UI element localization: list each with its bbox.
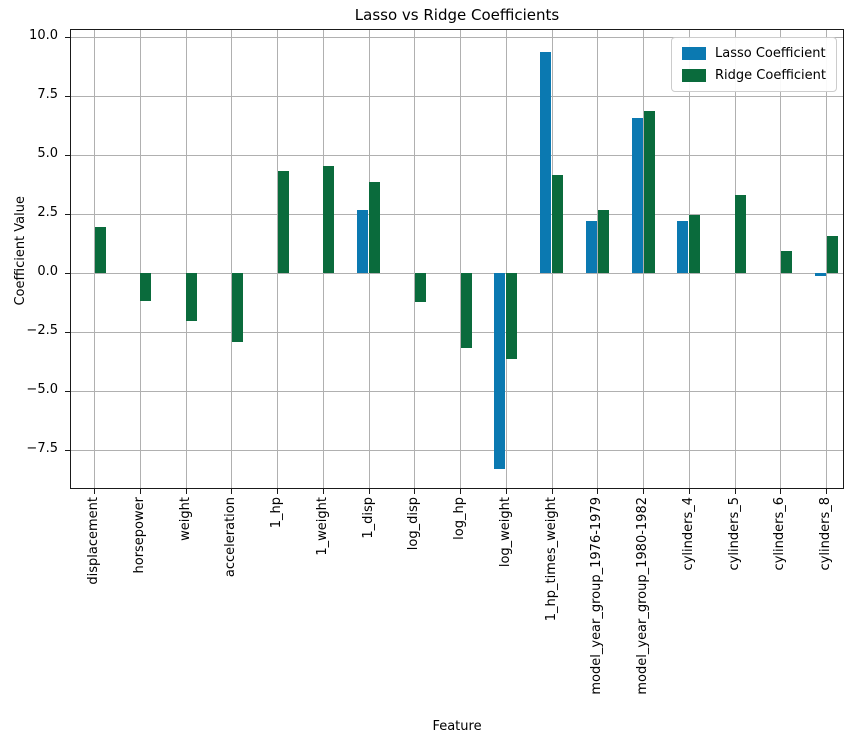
- x-tick-mark: [734, 489, 736, 494]
- y-tick-label: −2.5: [26, 322, 58, 338]
- x-tick-label: cylinders_8: [818, 497, 833, 571]
- x-tick-mark: [231, 489, 233, 494]
- h-gridline: [71, 391, 843, 392]
- bar-ridge-cylinders_6: [780, 250, 792, 273]
- x-tick-mark: [505, 489, 507, 494]
- legend-swatch-icon: [682, 47, 707, 60]
- x-tick-label: log_disp: [406, 497, 422, 551]
- x-tick-label: log_hp: [452, 497, 467, 540]
- x-tick-label: horsepower: [131, 497, 147, 574]
- y-tick-mark: [65, 391, 70, 392]
- x-tick-label: cylinders_4: [680, 497, 696, 571]
- x-tick-label: 1_hp_times_weight: [543, 497, 559, 622]
- bar-lasso-model_year_group_1976-1979: [585, 221, 597, 273]
- bar-lasso-log_weight: [494, 272, 506, 469]
- x-tick-mark: [551, 489, 553, 494]
- x-tick-mark: [322, 489, 324, 494]
- x-tick-mark: [139, 489, 141, 494]
- chart-title: Lasso vs Ridge Coefficients: [354, 6, 560, 24]
- v-gridline: [414, 30, 416, 488]
- bar-ridge-displacement: [94, 226, 106, 273]
- legend-swatch-icon: [682, 69, 707, 82]
- x-tick-label: displacement: [86, 497, 101, 585]
- y-tick-mark: [65, 154, 70, 156]
- h-gridline: [71, 36, 843, 38]
- x-tick-label: acceleration: [223, 497, 239, 578]
- x-tick-label: 1_disp: [360, 497, 376, 539]
- y-tick-mark: [65, 450, 70, 451]
- bar-ridge-horsepower: [140, 272, 152, 302]
- y-tick-label: 7.5: [37, 86, 58, 102]
- h-gridline: [71, 331, 843, 333]
- plot-area: Lasso Coefficient Ridge Coefficient displ…: [65, 29, 844, 695]
- y-tick-label: −5.0: [26, 382, 58, 397]
- x-tick-mark: [277, 489, 278, 494]
- legend-item-label: Ridge Coefficient: [715, 68, 826, 83]
- h-gridline: [71, 272, 843, 274]
- bar-lasso-cylinders_4: [677, 221, 689, 273]
- legend-item: Ridge Coefficient: [682, 68, 826, 83]
- bar-ridge-model_year_group_1976-1979: [597, 210, 609, 273]
- x-tick-mark: [597, 489, 599, 494]
- x-tick-label: model_year_group_1976-1979: [589, 497, 605, 695]
- x-tick-mark: [643, 489, 644, 494]
- x-tick-mark: [688, 489, 690, 494]
- v-gridline: [505, 30, 507, 488]
- y-tick-label: 0.0: [37, 263, 58, 279]
- x-tick-mark: [368, 489, 370, 494]
- legend: Lasso Coefficient Ridge Coefficient: [671, 37, 837, 92]
- x-tick-mark: [460, 489, 461, 494]
- bar-ridge-cylinders_8: [826, 236, 838, 273]
- x-tick-label: model_year_group_1980-1982: [635, 497, 650, 695]
- legend-item: Lasso Coefficient: [682, 46, 826, 61]
- bar-ridge-cylinders_4: [689, 215, 701, 273]
- y-tick-mark: [65, 95, 70, 97]
- x-tick-label: log_weight: [497, 497, 513, 568]
- legend-item-label: Lasso Coefficient: [715, 46, 826, 61]
- x-tick-mark: [185, 489, 187, 494]
- x-tick-label: cylinders_5: [726, 497, 742, 571]
- bar-ridge-cylinders_5: [735, 195, 746, 273]
- bar-ridge-model_year_group_1980-1982: [643, 111, 655, 273]
- v-gridline: [185, 30, 187, 488]
- h-gridline: [71, 154, 843, 156]
- bar-ridge-log_weight: [506, 272, 518, 360]
- h-gridline: [71, 450, 843, 451]
- bar-lasso-1_hp_times_weight: [540, 52, 551, 273]
- x-tick-label: cylinders_6: [772, 497, 788, 571]
- y-tick-label: 10.0: [29, 27, 58, 43]
- bar-lasso-1_disp: [357, 210, 368, 273]
- bar-ridge-1_hp: [277, 171, 289, 273]
- bar-ridge-log_disp: [414, 272, 426, 303]
- bar-lasso-model_year_group_1980-1982: [631, 118, 643, 273]
- x-tick-label: 1_weight: [314, 497, 330, 556]
- y-tick-label: −7.5: [26, 441, 58, 456]
- bar-lasso-cylinders_8: [814, 272, 826, 276]
- bar-ridge-log_hp: [460, 272, 472, 349]
- bar-ridge-1_weight: [323, 165, 335, 273]
- v-gridline: [231, 30, 233, 488]
- x-tick-mark: [780, 489, 782, 494]
- x-axis-label: Feature: [432, 719, 482, 734]
- x-tick-mark: [826, 489, 827, 494]
- x-tick-label: weight: [177, 497, 193, 541]
- y-tick-mark: [65, 36, 70, 38]
- y-tick-label: 5.0: [37, 145, 58, 161]
- bar-ridge-acceleration: [231, 272, 243, 343]
- y-tick-mark: [65, 272, 70, 274]
- x-tick-mark: [414, 489, 416, 494]
- bar-ridge-1_disp: [369, 182, 380, 273]
- bar-ridge-1_hp_times_weight: [552, 175, 563, 273]
- h-gridline: [71, 213, 843, 215]
- bar-ridge-weight: [186, 272, 197, 322]
- h-gridline: [71, 95, 843, 97]
- y-tick-mark: [65, 331, 70, 333]
- v-gridline: [460, 30, 461, 488]
- y-tick-label: 2.5: [37, 204, 58, 220]
- v-gridline: [139, 30, 141, 488]
- x-tick-label: 1_hp: [269, 497, 284, 529]
- x-tick-mark: [94, 489, 95, 494]
- y-tick-mark: [65, 213, 70, 215]
